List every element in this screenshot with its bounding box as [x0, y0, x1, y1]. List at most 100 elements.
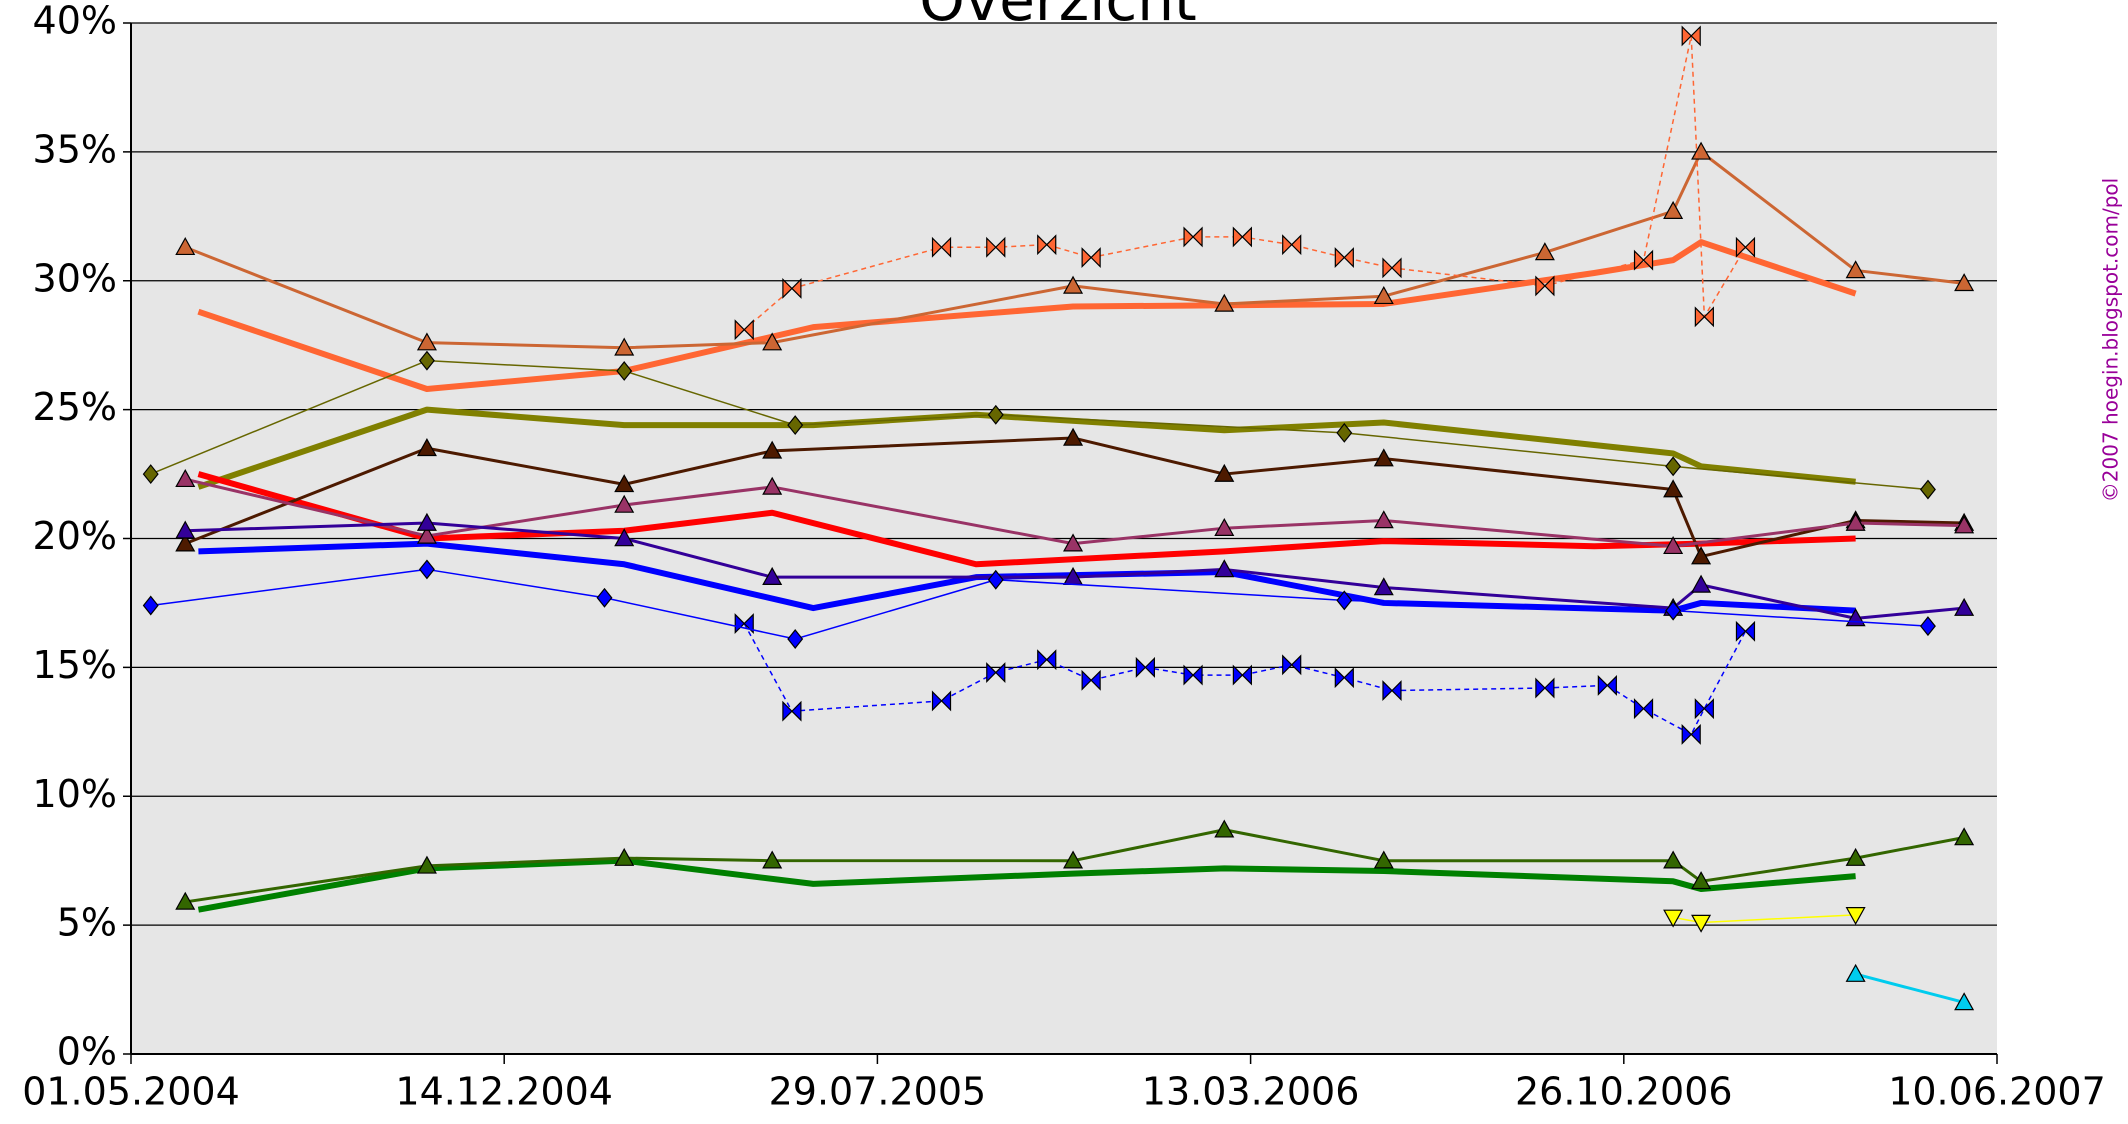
marker [1063, 850, 1084, 869]
marker [1663, 535, 1684, 555]
marker [762, 850, 783, 869]
marker [1534, 242, 1555, 261]
marker [175, 468, 196, 488]
marker [1845, 260, 1866, 279]
marker [614, 847, 635, 866]
marker [1081, 247, 1101, 269]
marker [1282, 654, 1302, 676]
marker [416, 332, 437, 351]
series-line [184, 150, 1965, 350]
y-tick-label: 20% [33, 514, 117, 558]
marker [1336, 590, 1353, 611]
marker [175, 237, 196, 256]
marker [614, 528, 635, 547]
marker [1214, 819, 1235, 838]
marker [987, 404, 1004, 425]
x-tick-label: 01.05.2004 [22, 1070, 240, 1114]
marker [418, 350, 435, 371]
marker [1845, 907, 1866, 926]
x-tick-label: 26.10.2006 [1515, 1070, 1733, 1114]
watermark: ©2007 hoegin.blogspot.com/pol [2099, 178, 2123, 502]
marker [1232, 226, 1252, 248]
marker [175, 520, 196, 539]
marker [986, 662, 1006, 683]
marker [416, 525, 437, 544]
marker [931, 690, 952, 712]
marker [1214, 517, 1235, 536]
marker [1735, 236, 1756, 258]
marker [787, 629, 804, 649]
marker [1665, 600, 1682, 621]
marker [614, 337, 635, 356]
marker [1694, 306, 1714, 328]
series-line [743, 35, 1747, 331]
marker [142, 595, 159, 616]
marker [142, 464, 159, 485]
marker [1334, 667, 1354, 689]
marker [1633, 698, 1654, 720]
marker [1694, 698, 1714, 720]
marker [1845, 512, 1866, 531]
marker [762, 332, 783, 351]
marker [1037, 649, 1057, 671]
x-tick-label: 10.06.2007 [1888, 1070, 2106, 1114]
y-tick-label: 15% [33, 643, 117, 687]
marker [1232, 664, 1252, 686]
marker [1954, 597, 1975, 616]
series-line [197, 857, 1856, 913]
series-line [150, 568, 1928, 640]
marker [416, 512, 437, 531]
marker [175, 891, 196, 910]
marker [1373, 285, 1394, 305]
marker [1735, 620, 1756, 642]
marker [418, 559, 435, 580]
series-line [1855, 972, 1965, 1004]
marker [1633, 249, 1654, 271]
y-tick-label: 10% [33, 772, 117, 816]
series-line [184, 477, 1965, 548]
marker [614, 494, 635, 513]
marker [1954, 273, 1975, 292]
marker [762, 566, 783, 585]
series-line [150, 359, 1929, 491]
y-tick-label: 40% [33, 0, 117, 43]
marker [1373, 577, 1394, 596]
marker [1214, 293, 1235, 312]
marker [1954, 992, 1975, 1011]
x-tick-label: 14.12.2004 [395, 1070, 613, 1114]
marker [416, 438, 437, 457]
marker [787, 415, 804, 436]
x-tick-label: 29.07.2005 [769, 1070, 987, 1114]
marker [762, 440, 783, 459]
marker [1597, 674, 1617, 696]
marker [987, 569, 1004, 590]
marker [1663, 909, 1684, 928]
marker [1135, 656, 1155, 678]
marker [1336, 422, 1353, 443]
marker [762, 476, 783, 495]
marker [1681, 723, 1701, 745]
y-tick-label: 35% [33, 127, 117, 171]
marker [931, 236, 952, 258]
marker [1535, 275, 1555, 297]
marker [616, 361, 633, 381]
x-tick-label: 13.03.2006 [1142, 1070, 1360, 1114]
marker [1845, 963, 1866, 982]
marker [1214, 463, 1235, 482]
marker [1282, 234, 1302, 256]
marker [1691, 574, 1712, 593]
marker [1334, 247, 1354, 269]
y-tick-label: 0% [57, 1030, 117, 1074]
y-tick-label: 25% [33, 385, 117, 429]
marker [1681, 25, 1701, 47]
marker [1663, 479, 1684, 498]
marker [1063, 427, 1084, 446]
y-tick-label: 30% [33, 256, 117, 300]
series-line [197, 406, 1856, 490]
marker [1954, 827, 1975, 846]
marker [1665, 456, 1682, 477]
marker [1063, 533, 1084, 552]
marker [1373, 448, 1394, 467]
marker [1382, 680, 1402, 702]
